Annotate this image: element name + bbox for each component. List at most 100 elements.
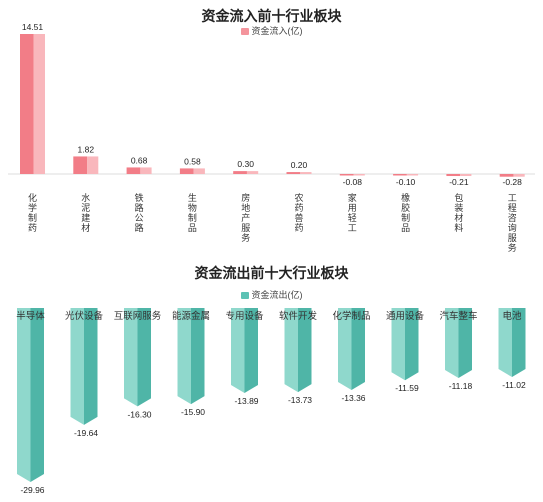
inflow-bar-side	[513, 174, 525, 177]
outflow-bar-1[interactable]	[70, 308, 98, 425]
outflow-bar-left-face	[70, 308, 84, 425]
inflow-bar-4[interactable]	[233, 171, 259, 174]
inflow-bar-side	[460, 174, 472, 177]
outflow-bar-left-face	[124, 308, 138, 407]
inflow-bar-side	[300, 172, 312, 174]
outflow-plot: 半导体 -29.96 光伏设备 -19.64 互联网服务 -16.30 能源金属 -15.90…	[16, 308, 526, 495]
inflow-category-label: 房地产服务	[241, 192, 250, 243]
outflow-value-label: -13.36	[341, 393, 365, 403]
outflow-category-label: 专用设备	[225, 310, 264, 322]
inflow-bar-front	[286, 172, 301, 174]
inflow-bar-side	[33, 34, 45, 174]
inflow-category-label: 生物制品	[188, 192, 197, 233]
inflow-bar-3[interactable]	[179, 168, 205, 174]
outflow-bar-left-face	[445, 308, 459, 378]
outflow-bar-left-face	[284, 308, 298, 393]
inflow-bar-2[interactable]	[126, 167, 152, 174]
inflow-category-label: 铁路公路	[135, 192, 144, 233]
outflow-bar-4[interactable]	[231, 308, 258, 393]
outflow-value-label: -19.64	[74, 428, 98, 438]
outflow-bar-3[interactable]	[177, 308, 205, 405]
inflow-value-label: 0.58	[184, 156, 201, 166]
inflow-bar-front	[393, 174, 407, 176]
inflow-value-label: -0.21	[449, 177, 469, 187]
outflow-bar-right-face	[298, 308, 312, 393]
inflow-legend-label: 资金流入(亿)	[251, 26, 303, 36]
inflow-bar-front	[179, 168, 194, 174]
outflow-bar-5[interactable]	[284, 308, 312, 393]
outflow-category-label: 能源金属	[172, 310, 210, 322]
inflow-bar-front	[126, 167, 141, 174]
inflow-bar-1[interactable]	[73, 156, 99, 174]
inflow-bar-9[interactable]	[499, 174, 525, 177]
outflow-bar-left-face	[17, 308, 31, 482]
inflow-chart: 资金流入前十行业板块 资金流入(亿) 14.51 化学制药 1.82 水泥建材 0.68…	[0, 0, 543, 253]
outflow-bar-right-face	[84, 308, 98, 425]
outflow-value-label: -11.59	[395, 383, 419, 393]
outflow-category-label: 半导体	[16, 310, 45, 322]
outflow-value-label: -13.73	[288, 395, 312, 405]
inflow-value-label: 0.30	[237, 159, 254, 169]
inflow-value-label: 0.68	[131, 155, 148, 165]
inflow-bar-7[interactable]	[393, 174, 419, 176]
outflow-bar-right-face	[191, 308, 205, 405]
inflow-value-label: 0.20	[291, 160, 308, 170]
inflow-bar-front	[499, 174, 514, 177]
inflow-category-label: 家用轻工	[348, 192, 357, 233]
inflow-bar-side	[353, 174, 365, 176]
inflow-bar-side	[406, 174, 419, 176]
outflow-bar-right-face	[512, 308, 526, 378]
outflow-bar-6[interactable]	[338, 308, 365, 391]
outflow-category-label: 化学制品	[332, 310, 370, 322]
inflow-bar-side	[193, 168, 205, 174]
outflow-category-label: 电池	[502, 310, 522, 322]
inflow-value-label: 1.82	[78, 144, 95, 154]
outflow-value-label: -11.18	[449, 381, 473, 391]
inflow-bar-front	[339, 174, 354, 176]
inflow-bar-0[interactable]	[20, 34, 45, 174]
inflow-chart-title: 资金流入前十行业板块	[201, 8, 342, 24]
inflow-category-label: 橡胶制品	[401, 192, 410, 233]
inflow-bar-front	[20, 34, 34, 174]
inflow-category-label: 农药兽药	[294, 192, 303, 233]
outflow-value-label: -11.02	[502, 380, 526, 390]
outflow-category-label: 汽车整车	[439, 310, 477, 322]
outflow-legend[interactable]: 资金流出(亿)	[0, 288, 543, 301]
inflow-bar-front	[446, 174, 461, 177]
inflow-category-label: 包装材料	[454, 192, 463, 233]
inflow-category-label: 水泥建材	[81, 192, 90, 233]
outflow-bar-0[interactable]	[17, 308, 44, 482]
inflow-category-label: 化学制药	[28, 192, 37, 233]
outflow-bar-left-face	[391, 308, 405, 381]
outflow-category-label: 互联网服务	[114, 310, 162, 322]
outflow-bar-right-face	[405, 308, 419, 381]
outflow-bar-right-face	[458, 308, 472, 378]
inflow-legend[interactable]: 资金流入(亿)	[0, 24, 543, 37]
outflow-chart-title: 资金流出前十大行业板块	[194, 265, 349, 281]
inflow-bar-side	[87, 156, 99, 174]
outflow-category-label: 软件开发	[279, 310, 318, 322]
outflow-bar-left-face	[498, 308, 512, 378]
inflow-bar-5[interactable]	[286, 172, 312, 174]
outflow-chart: 资金流出前十大行业板块 资金流出(亿) 半导体 -29.96 光伏设备 -19.64 互…	[0, 250, 543, 502]
inflow-value-label: -0.28	[503, 177, 523, 187]
outflow-bar-right-face	[244, 308, 258, 393]
outflow-legend-swatch	[240, 292, 249, 300]
inflow-bar-side	[246, 171, 259, 174]
inflow-value-label: 14.51	[22, 22, 44, 32]
outflow-bar-8[interactable]	[445, 308, 472, 378]
inflow-category-label: 工程咨询服务	[508, 193, 517, 253]
outflow-bar-2[interactable]	[124, 308, 151, 407]
outflow-bar-left-face	[338, 308, 352, 391]
inflow-bar-front	[73, 156, 88, 174]
inflow-bar-6[interactable]	[339, 174, 365, 176]
inflow-legend-swatch	[240, 28, 249, 36]
outflow-bar-left-face	[231, 308, 245, 393]
inflow-value-label: -0.08	[343, 177, 363, 187]
outflow-bar-9[interactable]	[498, 308, 526, 378]
outflow-value-label: -16.30	[127, 409, 151, 419]
outflow-bar-7[interactable]	[391, 308, 419, 381]
inflow-bar-8[interactable]	[446, 174, 472, 177]
outflow-category-label: 通用设备	[386, 310, 425, 322]
outflow-category-label: 光伏设备	[65, 310, 104, 322]
